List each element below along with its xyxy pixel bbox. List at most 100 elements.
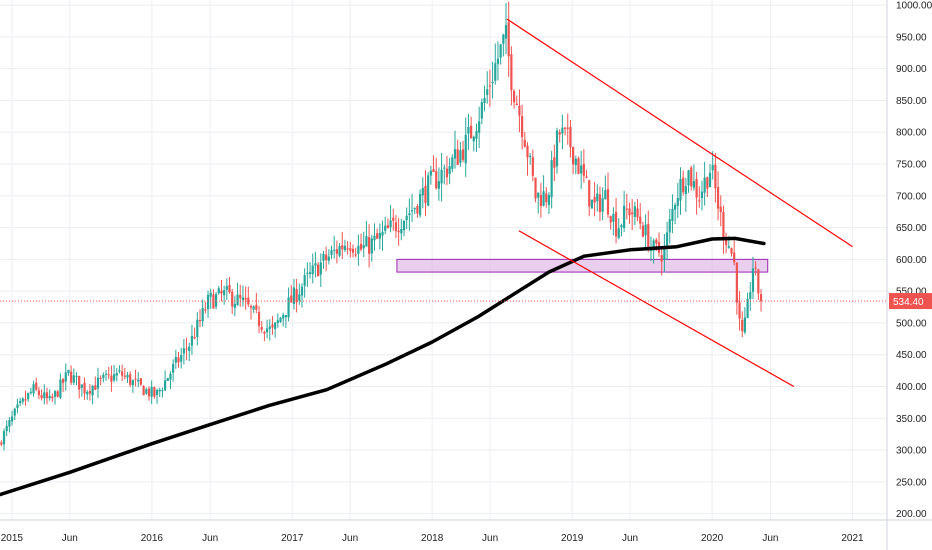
candle-body	[80, 384, 83, 388]
candle-body	[322, 253, 325, 261]
trend-channel[interactable]	[506, 18, 853, 388]
candle-body	[577, 158, 580, 174]
candle-body	[241, 297, 245, 301]
candle-body	[118, 370, 121, 372]
candle-body	[437, 181, 440, 189]
x-tick-label: Jun	[762, 533, 778, 544]
candle-body	[448, 166, 451, 175]
candle-body	[29, 391, 32, 393]
x-tick-label: Jun	[482, 533, 498, 544]
candle-body	[112, 374, 116, 381]
candle-body	[486, 89, 489, 96]
y-tick-label: 800.00	[896, 128, 927, 139]
candle-body	[72, 375, 75, 383]
candle-body	[432, 169, 435, 172]
candle-body	[483, 97, 486, 103]
candle-body	[13, 408, 16, 416]
zone-rect	[396, 258, 769, 273]
candle-body	[725, 237, 728, 246]
candle-body	[276, 320, 279, 324]
candle-body	[255, 304, 258, 310]
candle-body	[139, 378, 143, 385]
candle-body	[609, 216, 612, 223]
y-tick-label: 350.00	[896, 414, 927, 425]
candle-body	[43, 392, 46, 399]
y-tick-label: 850.00	[896, 96, 927, 107]
candle-body	[64, 372, 67, 382]
y-tick-label: 400.00	[896, 382, 927, 393]
candle-body	[660, 255, 663, 262]
candle-body	[268, 326, 271, 329]
candle-body	[416, 206, 419, 214]
candle-body	[341, 245, 344, 250]
y-tick-label: 200.00	[896, 509, 927, 520]
candle-body	[711, 164, 714, 171]
x-tick-label: 2020	[701, 533, 724, 544]
candle-body	[104, 373, 108, 375]
candle-body	[722, 211, 725, 240]
candle-body	[298, 294, 301, 301]
candle-body	[48, 395, 51, 399]
candle-body	[574, 158, 577, 166]
candle-body	[2, 431, 6, 445]
candle-body	[668, 219, 671, 233]
candle-body	[566, 127, 569, 129]
candle-body	[593, 196, 596, 203]
candle-body	[37, 390, 41, 396]
y-tick-label: 750.00	[896, 160, 927, 171]
candle-body	[585, 176, 588, 178]
candle-body	[86, 391, 89, 395]
y-tick-label: 450.00	[896, 350, 927, 361]
candle-body	[445, 168, 449, 178]
candle-body	[110, 375, 113, 382]
candle-body	[550, 160, 553, 198]
y-tick-label: 550.00	[896, 287, 927, 298]
candle-body	[185, 348, 188, 350]
candle-body	[225, 286, 228, 290]
candle-body	[236, 294, 239, 306]
candle-body	[679, 178, 682, 201]
candle-body	[700, 191, 704, 199]
candle-body	[633, 206, 636, 217]
candle-body	[67, 369, 70, 374]
candle-body	[91, 385, 94, 396]
support-zone[interactable]	[396, 258, 769, 273]
candle-body	[102, 374, 105, 379]
candle-body	[378, 232, 381, 239]
candle-body	[61, 379, 65, 383]
y-tick-label: 950.00	[896, 32, 927, 43]
candle-body	[53, 391, 57, 397]
candle-body	[150, 386, 153, 397]
candle-body	[515, 103, 518, 105]
candle-body	[129, 374, 132, 385]
candle-body	[502, 34, 505, 44]
candle-body	[220, 290, 223, 294]
candle-body	[405, 215, 408, 221]
candlestick-series	[0, 1, 763, 451]
candle-body	[231, 291, 234, 307]
candle-body	[596, 193, 599, 202]
candle-body	[35, 382, 38, 390]
x-tick-label: 2016	[141, 533, 164, 544]
candle-body	[488, 85, 492, 87]
candle-body	[359, 243, 363, 250]
candle-body	[757, 269, 760, 294]
candle-body	[470, 125, 473, 139]
candle-body	[325, 254, 328, 261]
candle-body	[314, 263, 317, 266]
candle-body	[671, 208, 674, 222]
candle-body	[408, 213, 411, 216]
candle-body	[523, 139, 526, 147]
candle-body	[644, 224, 647, 236]
candle-body	[507, 22, 510, 57]
candle-body	[741, 319, 744, 332]
candle-body	[96, 377, 100, 389]
candle-body	[193, 336, 196, 339]
candle-body	[491, 81, 494, 83]
candle-body	[21, 398, 24, 402]
candle-body	[716, 187, 720, 209]
candle-body	[99, 377, 102, 379]
candle-body	[376, 233, 379, 239]
